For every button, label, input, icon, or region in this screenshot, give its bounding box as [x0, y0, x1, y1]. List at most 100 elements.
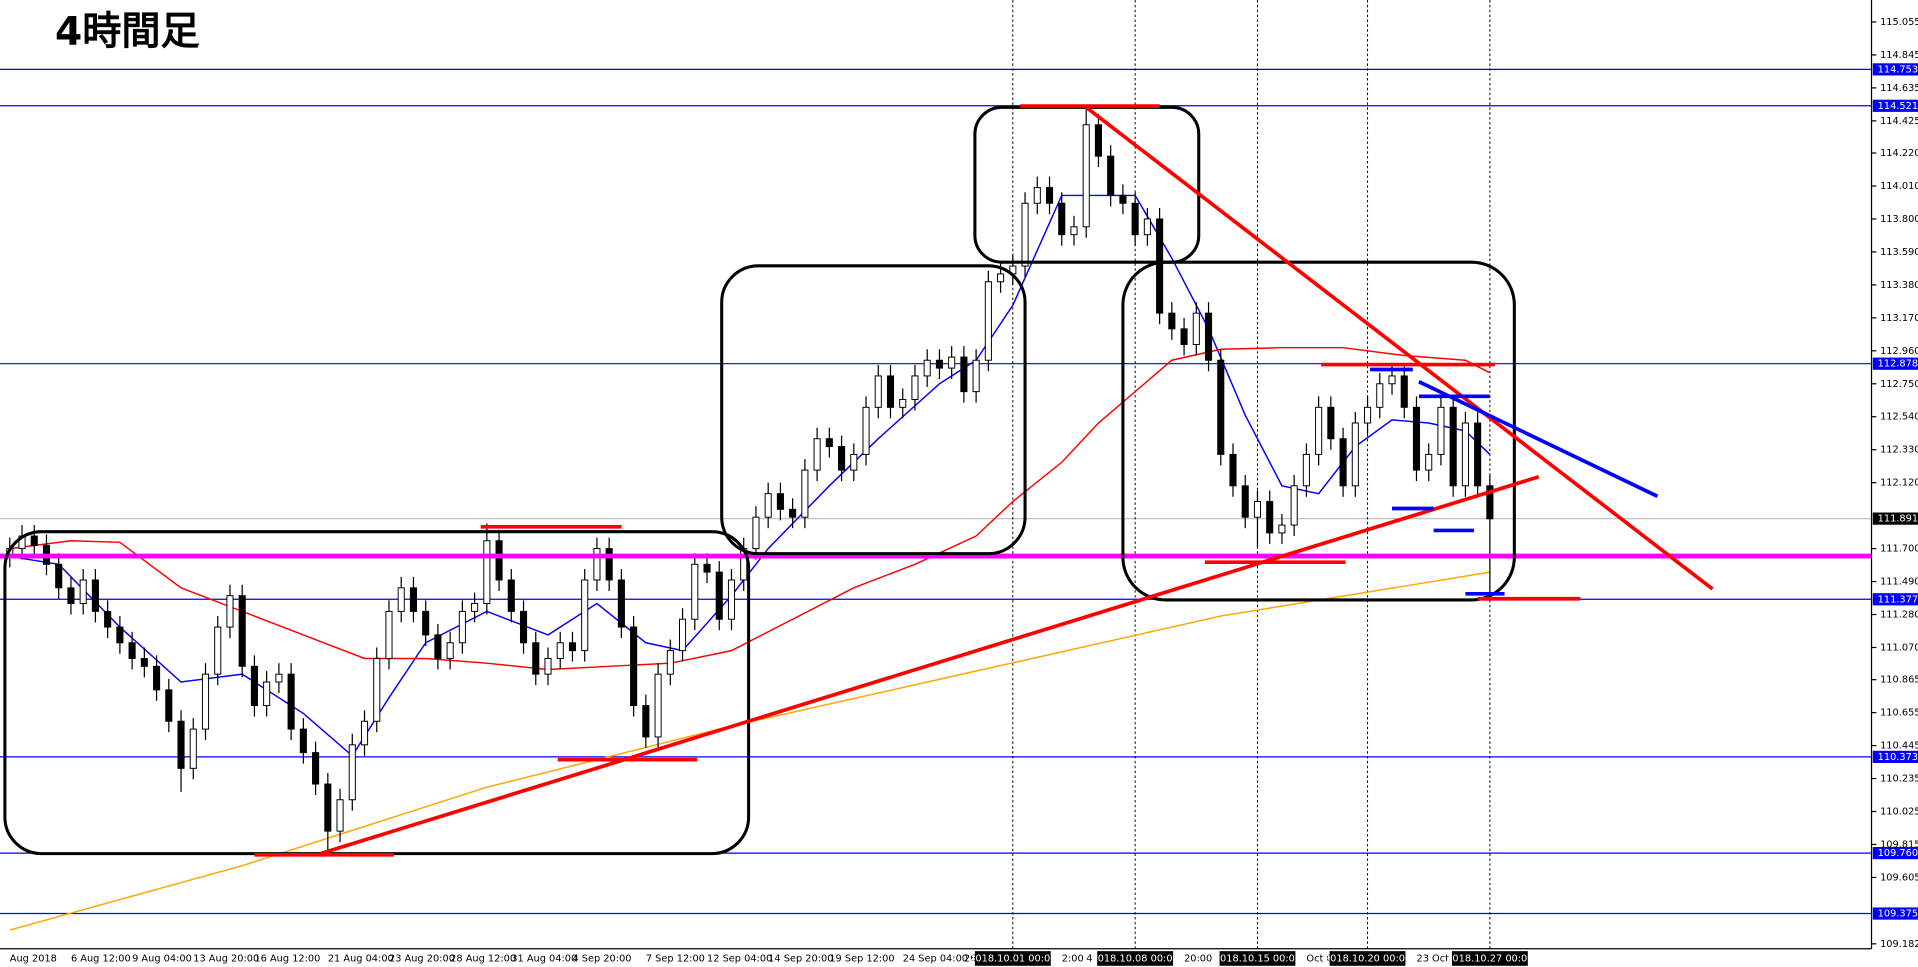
candle-body	[1192, 312, 1200, 346]
candle-body	[483, 540, 491, 605]
candle-body	[128, 642, 136, 659]
candle-body	[923, 359, 931, 377]
candle-body	[899, 398, 907, 408]
range-box	[1121, 260, 1516, 602]
candle-body	[1229, 453, 1237, 487]
x-tick-label: 26	[964, 953, 976, 964]
candle-body	[886, 375, 895, 408]
level-label-bg	[1872, 99, 1918, 112]
candle-body	[79, 579, 87, 605]
candle-body	[703, 563, 711, 573]
candle-body	[519, 610, 528, 644]
candle-body	[948, 356, 956, 369]
candle-body	[960, 356, 968, 393]
candle-body	[1119, 194, 1127, 204]
level-label: 109.760	[1878, 848, 1918, 859]
y-tick-label: 112.540	[1880, 412, 1918, 423]
candle-body	[568, 642, 577, 652]
separator-label: 2018.10.01 00:00	[969, 953, 1056, 964]
candle-body	[1094, 124, 1102, 157]
candle-body	[1058, 202, 1066, 236]
y-tick-label: 109.815	[1880, 839, 1918, 850]
candle-body	[1376, 383, 1384, 408]
x-tick-label: Oct 04:0	[1306, 953, 1348, 964]
red-trendlines	[254, 104, 1714, 857]
candle-body	[813, 438, 821, 471]
candle-body	[189, 728, 197, 769]
candle-body	[715, 571, 723, 620]
x-tick-label: 9 Aug 04:00	[132, 953, 192, 964]
candle-body	[1241, 485, 1249, 518]
candle-body	[1412, 406, 1421, 471]
candle-body	[1266, 501, 1274, 534]
candle-body	[214, 626, 222, 675]
candle-body	[825, 438, 833, 448]
level-label-bg	[1872, 593, 1918, 606]
candle-body	[116, 626, 124, 644]
candle-body	[471, 603, 479, 612]
candle-body	[1449, 406, 1457, 487]
y-tick-label: 111.070	[1880, 642, 1918, 653]
plot-layer	[0, 0, 1872, 949]
candle-body	[679, 618, 687, 652]
candle-body	[935, 359, 943, 369]
candle-body	[1107, 155, 1115, 196]
separator-label-bg	[1097, 951, 1174, 966]
level-label-bg	[1872, 750, 1918, 763]
candle-body	[263, 681, 271, 707]
candle-body	[336, 799, 344, 832]
y-tick-label: 113.380	[1880, 280, 1918, 291]
candle-body	[764, 493, 772, 518]
separator-label: 2018.10.08 00:00	[1091, 953, 1178, 964]
candle-body	[1437, 406, 1445, 455]
y-tick-label: 112.750	[1880, 379, 1918, 390]
level-label-bg	[1872, 907, 1918, 920]
candle-body	[312, 752, 320, 785]
candle-body	[104, 610, 112, 628]
y-tick-label: 114.635	[1880, 83, 1918, 94]
x-tick-label: 19 Sep 12:00	[829, 953, 894, 964]
y-tick-label: 109.605	[1880, 872, 1918, 883]
candle-body	[691, 563, 699, 620]
candle-body	[30, 535, 38, 546]
y-tick-label: 111.700	[1880, 544, 1918, 555]
candle-body	[201, 673, 210, 730]
x-tick-label: 23 Aug 20:00	[389, 953, 455, 964]
separator-label: 2018.10.27 00:00	[1446, 953, 1533, 964]
level-label-bg	[1872, 847, 1918, 860]
separator-label-bg	[1451, 951, 1528, 966]
candle-body	[1364, 406, 1372, 424]
x-tick-label: Aug 2018	[10, 953, 57, 964]
trendline	[319, 475, 1540, 856]
y-tick-label: 110.235	[1880, 774, 1918, 785]
current-price-bg	[1872, 512, 1918, 525]
level-label: 112.878	[1878, 359, 1918, 370]
level-label-bg	[1872, 357, 1918, 370]
x-tick-label: 23 Oct 12:	[1416, 953, 1467, 964]
candle-body	[458, 610, 466, 644]
candle-body	[544, 657, 552, 675]
separator-label: 2018.10.20 00:00	[1324, 953, 1411, 964]
candle-body	[727, 579, 736, 620]
candle-body	[838, 446, 846, 471]
x-tick-label: 13 Aug 20:00	[193, 953, 259, 964]
y-tick-label: 111.280	[1880, 610, 1918, 621]
candle-body	[593, 548, 601, 581]
level-label: 111.377	[1878, 594, 1918, 605]
candle-body	[1045, 187, 1054, 204]
y-tick-label: 110.025	[1880, 807, 1918, 818]
candle-body	[1339, 438, 1347, 487]
candle-body	[1351, 422, 1359, 487]
current-price-label: 111.891	[1878, 514, 1918, 525]
candle-body	[397, 587, 405, 612]
y-tick-label: 110.445	[1880, 741, 1918, 752]
range-box	[720, 264, 1027, 556]
candle-body	[654, 673, 662, 738]
candle-body	[250, 665, 258, 707]
y-tick-label: 114.425	[1880, 116, 1918, 127]
candle-body	[91, 579, 99, 612]
x-tick-label: 28 Aug 12:00	[450, 953, 516, 964]
candle-body	[642, 705, 650, 738]
candle-body	[1143, 218, 1151, 236]
